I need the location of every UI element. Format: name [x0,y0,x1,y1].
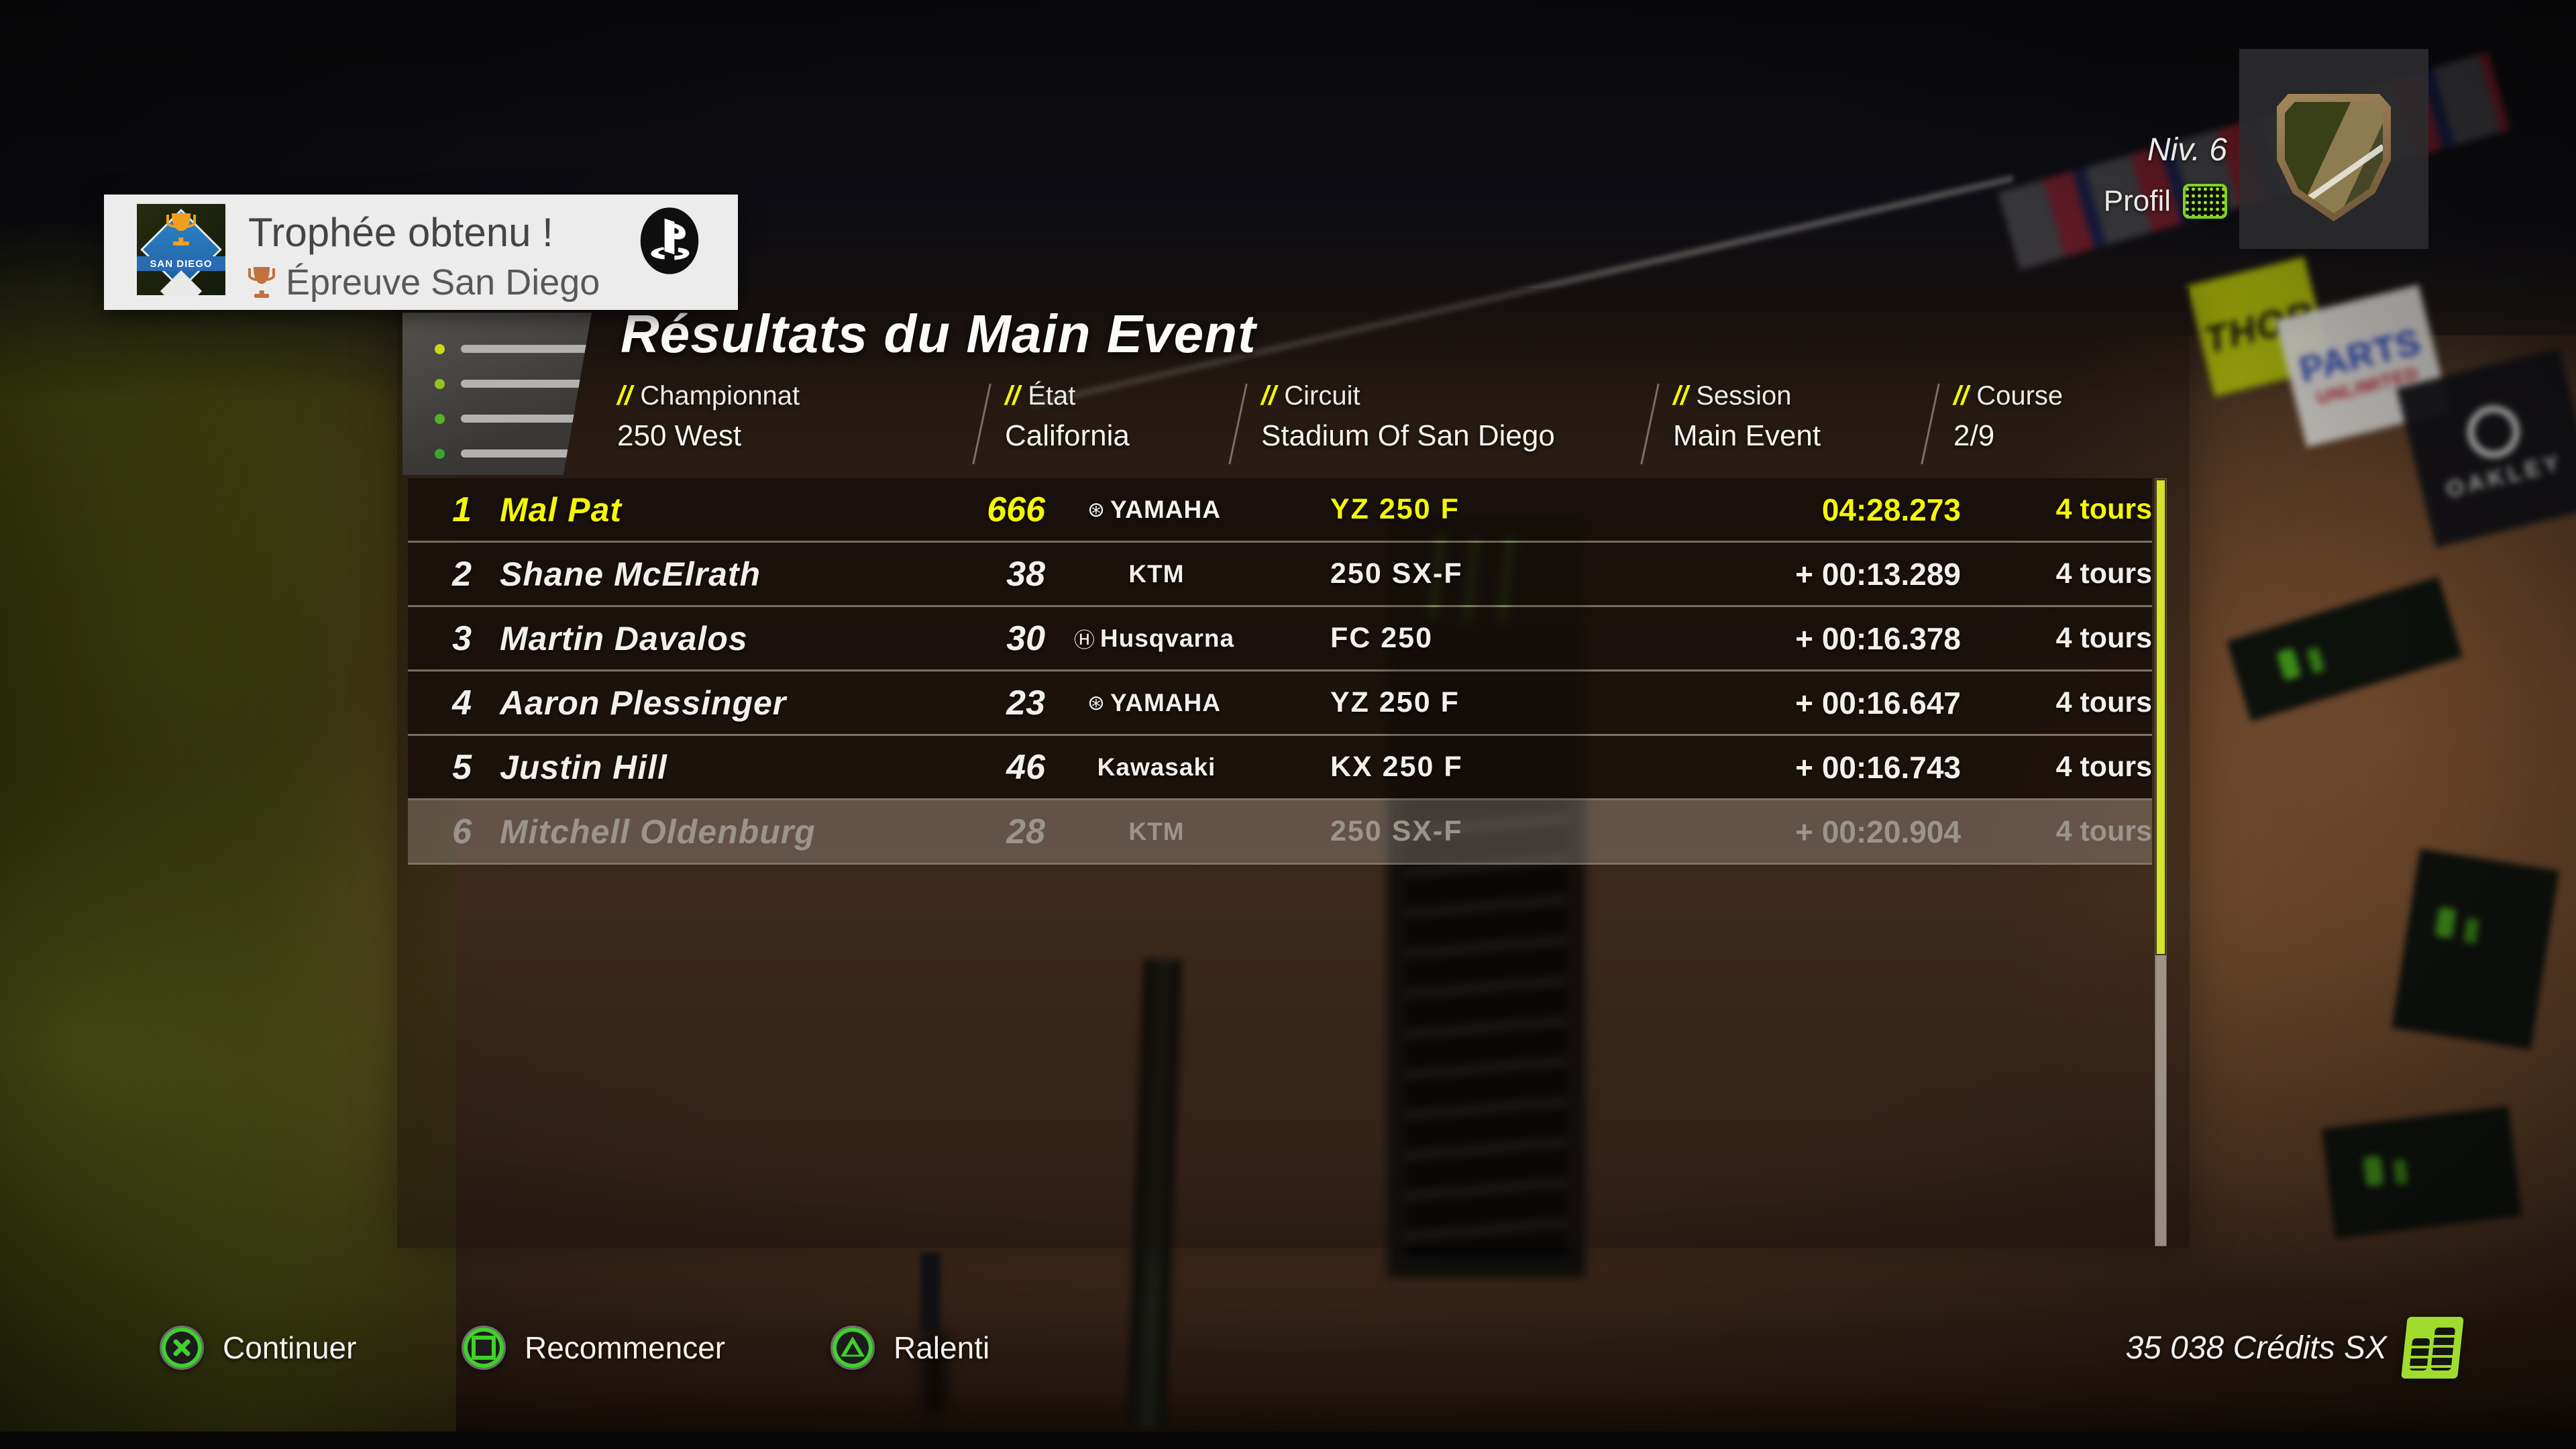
brand-logo-icon: ⊛ [1087,497,1106,521]
touchpad-button-icon [2183,184,2227,219]
race-number-cell: 38 [1006,554,1045,594]
bike-model-cell: FC 250 [1330,622,1434,654]
credits-amount: 35 038 Crédits SX [2125,1330,2387,1366]
notification-subtitle: Épreuve San Diego [286,262,600,303]
bike-model-cell: 250 SX-F [1330,557,1463,590]
position-cell: 6 [452,812,472,851]
ps-square-button-icon [462,1326,506,1370]
time-cell: + 00:16.378 [1795,621,1961,656]
bike-brand-cell: ⊛ YAMAHA [1065,672,1243,734]
notification-title: Trophée obtenu ! [248,210,553,255]
time-cell: + 00:13.289 [1795,556,1961,592]
credits-display: 35 038 Crédits SX [2125,1316,2464,1379]
result-row[interactable]: 6 Mitchell Oldenburg 28 KTM 250 SX-F + 0… [408,800,2152,863]
bike-brand-cell: KTM [1065,543,1243,605]
brand-name: Husqvarna [1099,624,1235,652]
laps-cell: 4 tours [2055,493,2152,525]
result-row[interactable]: 1 Mal Pat 666 ⊛ YAMAHA YZ 250 F 04:28.27… [408,478,2152,541]
action-label: Ralenti [894,1330,990,1365]
brand-name: KTM [1128,817,1185,845]
ps-cross-button-icon [160,1326,204,1370]
background-bottom-edge [0,1432,2576,1449]
brand-name: KTM [1128,559,1185,588]
results-rows: 1 Mal Pat 666 ⊛ YAMAHA YZ 250 F 04:28.27… [408,478,2152,865]
race-number-cell: 46 [1006,747,1045,787]
player-level: Niv. 6 [2147,132,2227,168]
brand-name: Kawasaki [1097,753,1216,781]
laps-cell: 4 tours [2055,686,2152,718]
bike-model-cell: YZ 250 F [1330,493,1460,525]
page-title: Résultats du Main Event [621,304,1256,364]
results-scrollbar-thumb[interactable] [2155,479,2166,955]
brand-name: YAMAHA [1110,495,1221,523]
action-restart-button[interactable]: Recommencer [462,1325,725,1371]
profile-button[interactable]: Profil [1979,182,2227,220]
result-row[interactable]: 3 Martin Davalos 30 Ⓗ Husqvarna FC 250 +… [408,607,2152,669]
rider-name-cell: Mal Pat [500,490,623,529]
laps-cell: 4 tours [2055,557,2152,590]
rider-name-cell: Martin Davalos [500,619,748,657]
rider-name-cell: Justin Hill [500,748,667,786]
position-cell: 2 [452,554,472,594]
brand-logo-icon: Ⓗ [1073,629,1095,652]
race-number-cell: 23 [1006,683,1045,722]
brand-logo-icon: ⊛ [1087,690,1106,714]
result-row[interactable]: 5 Justin Hill 46 Kawasaki KX 250 F + 00:… [408,736,2152,798]
position-cell: 3 [452,619,472,658]
race-number-cell: 666 [987,490,1045,529]
rider-name-cell: Aaron Plessinger [500,684,787,722]
bike-model-cell: YZ 250 F [1330,686,1460,718]
race-number-cell: 28 [1006,812,1045,851]
action-continue-button[interactable]: Continuer [160,1325,356,1371]
thumbnail-label: SAN DIEGO [150,258,213,270]
sx-credits-coins-icon [2401,1317,2464,1379]
time-cell: + 00:20.904 [1795,814,1961,849]
bike-brand-cell: Kawasaki [1065,736,1243,798]
time-cell: + 00:16.743 [1795,749,1961,785]
action-label: Recommencer [525,1330,726,1365]
laps-cell: 4 tours [2055,815,2152,847]
results-list-icon [402,313,592,475]
bronze-trophy-icon [248,267,275,298]
time-cell: 04:28.273 [1821,492,1961,527]
laps-cell: 4 tours [2055,751,2152,783]
bike-brand-cell: ⊛ YAMAHA [1065,478,1243,541]
brand-name: YAMAHA [1110,688,1221,716]
result-row[interactable]: 2 Shane McElrath 38 KTM 250 SX-F + 00:13… [408,543,2152,605]
trophy-icon [166,213,196,246]
laps-cell: 4 tours [2055,622,2152,654]
bike-brand-cell: KTM [1065,800,1243,863]
action-slow-motion-button[interactable]: Ralenti [830,1325,989,1371]
result-row[interactable]: 4 Aaron Plessinger 23 ⊛ YAMAHA YZ 250 F … [408,672,2152,734]
bike-brand-cell: Ⓗ Husqvarna [1065,607,1243,669]
rider-name-cell: Shane McElrath [500,555,761,593]
playstation-logo-icon [640,207,699,274]
position-cell: 5 [452,747,472,787]
bike-model-cell: KX 250 F [1330,751,1463,783]
ps-triangle-button-icon [830,1326,875,1370]
results-scrollbar-track[interactable] [2155,478,2167,1246]
trophy-thumbnail: SAN DIEGO [137,204,225,295]
bike-model-cell: 250 SX-F [1330,815,1463,847]
rider-name-cell: Mitchell Oldenburg [500,812,816,851]
race-number-cell: 30 [1006,619,1045,658]
position-cell: 1 [452,490,472,529]
action-label: Continuer [223,1330,357,1365]
profile-label: Profil [2103,184,2171,217]
position-cell: 4 [452,683,472,722]
trophy-notification: SAN DIEGO Trophée obtenu ! Épreuve San D… [104,195,738,310]
time-cell: + 00:16.647 [1795,685,1961,720]
